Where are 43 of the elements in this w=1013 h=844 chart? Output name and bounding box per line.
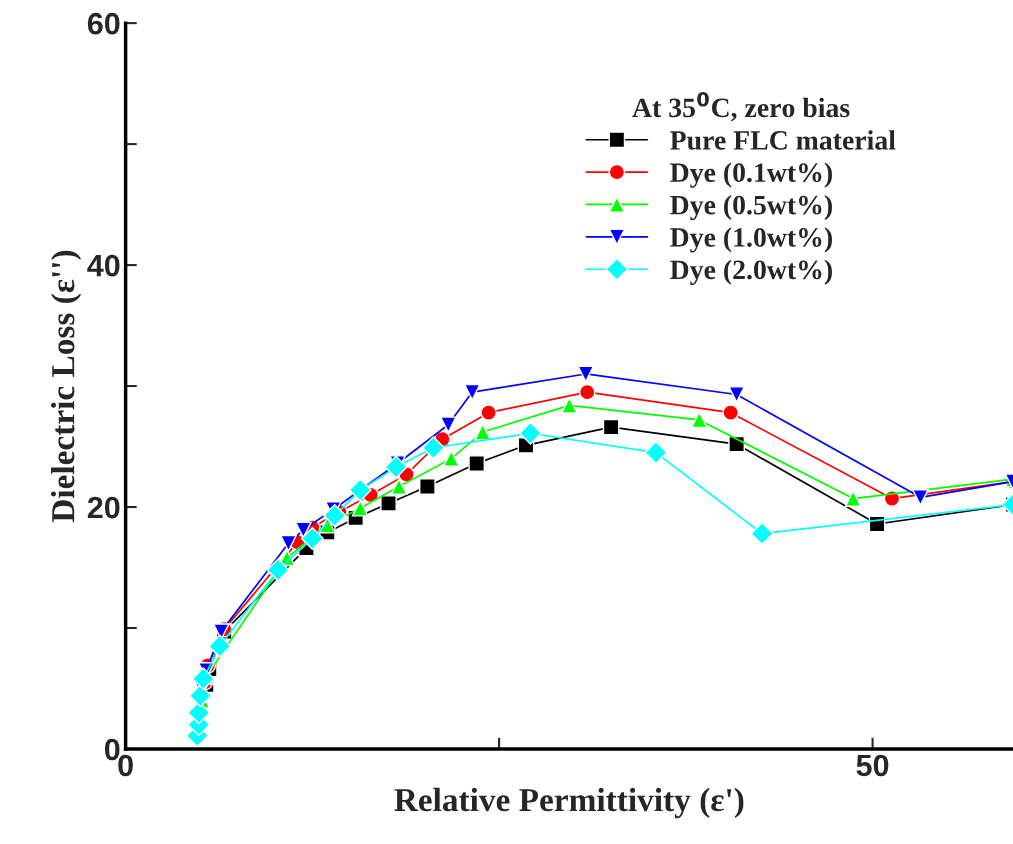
point (323, 503, 347, 527)
x-axis-title: Relative Permittivity (ε') (394, 787, 744, 819)
point (208, 634, 232, 658)
point (728, 435, 745, 453)
point (266, 558, 290, 582)
legend-label: Dye (0.5wt%) (670, 194, 832, 221)
point (384, 455, 408, 479)
point (348, 478, 372, 502)
legend-label: Dye (0.1wt%) (670, 162, 832, 188)
point (380, 495, 397, 512)
point (191, 667, 215, 691)
point (419, 478, 436, 495)
y-tick-label: 60 (87, 12, 120, 35)
legend-title: At 35$^{0}$C, zero bias (632, 91, 850, 122)
point (690, 411, 708, 429)
point (722, 404, 739, 421)
point (480, 404, 497, 421)
legend-label: Pure FLC material (670, 130, 896, 150)
y-axis-title: Dielectric Loss (ε'') (50, 250, 82, 523)
point (602, 418, 620, 436)
point (844, 490, 862, 507)
point (188, 684, 212, 708)
y-tick-label: 40 (87, 254, 120, 277)
x-tick-label: 50 (856, 754, 889, 777)
point (560, 397, 578, 414)
point (351, 499, 369, 517)
point (187, 701, 211, 725)
y-tick-label: 0 (104, 738, 120, 761)
point (728, 386, 745, 403)
legend-label: Dye (1.0wt%) (670, 227, 832, 253)
point (390, 478, 408, 495)
point (421, 436, 445, 460)
point (280, 534, 297, 552)
point (750, 522, 774, 546)
y-tick-label: 20 (87, 496, 120, 519)
point (912, 489, 929, 506)
point (518, 421, 542, 445)
point (644, 441, 668, 465)
point (442, 450, 460, 467)
point (300, 526, 324, 550)
legend-label: Dye (2.0wt%) (670, 259, 832, 285)
point (468, 455, 486, 472)
point (578, 383, 596, 401)
